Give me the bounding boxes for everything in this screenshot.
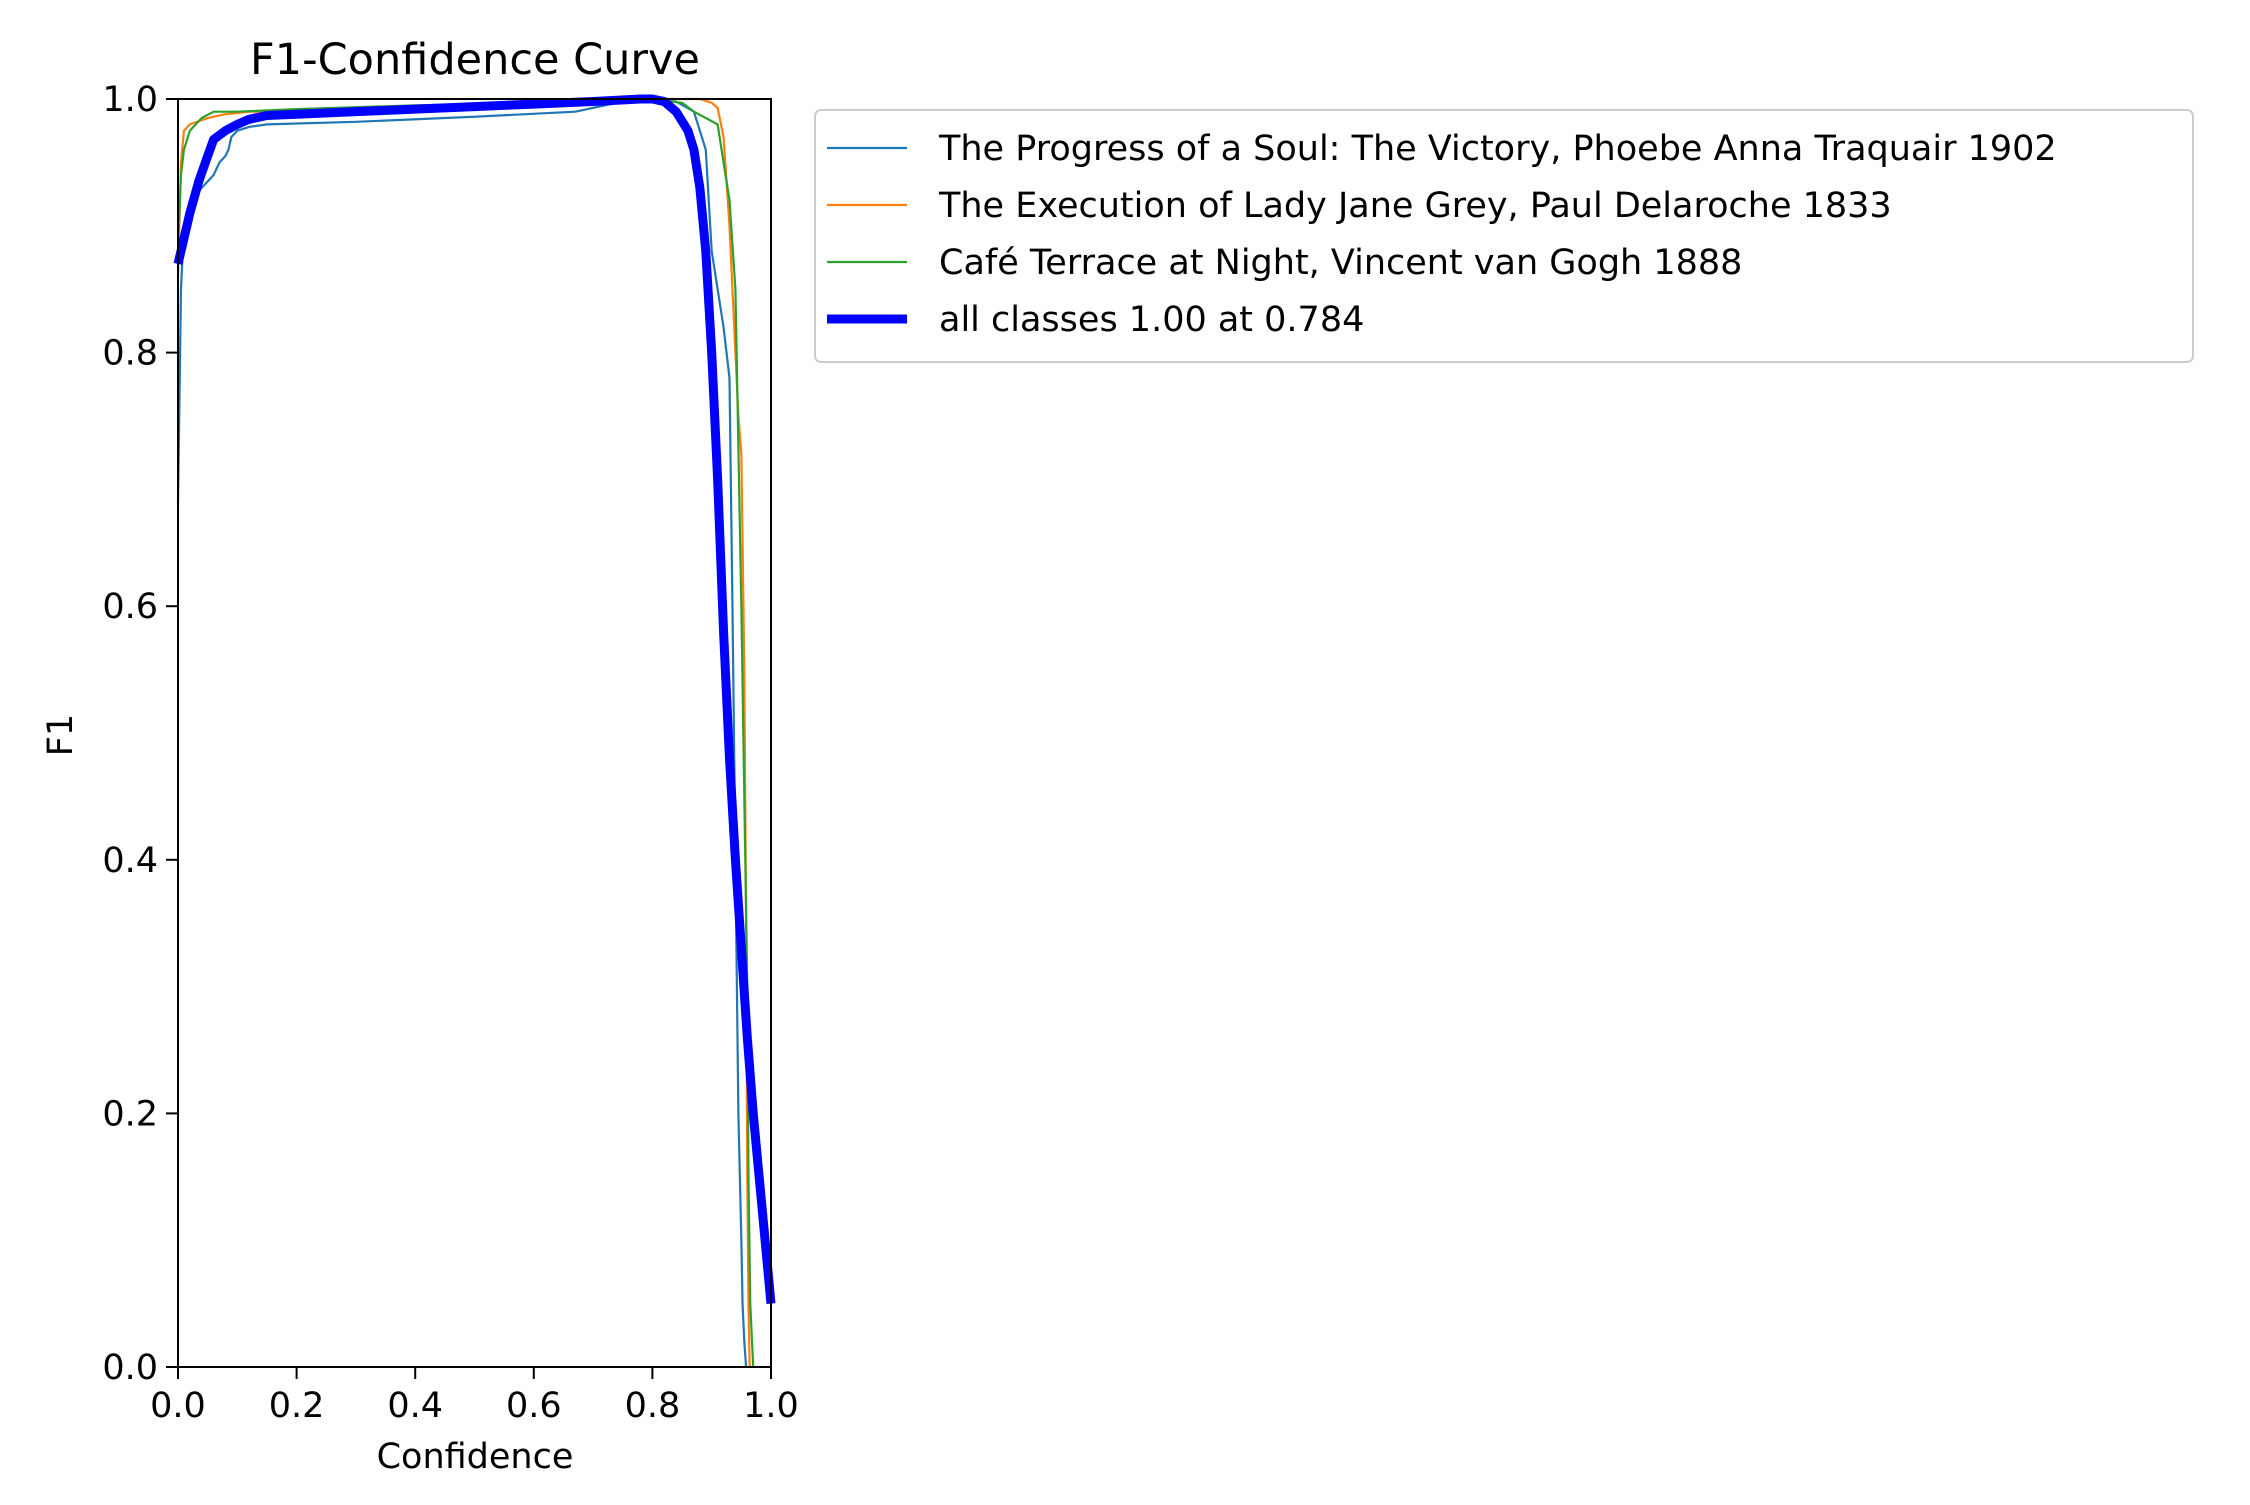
x-tick-label: 1.0 — [743, 1386, 799, 1426]
y-tick-label: 0.8 — [102, 334, 158, 374]
y-tick-label: 0.2 — [102, 1094, 158, 1134]
chart-title: F1-Confidence Curve — [250, 35, 700, 85]
plot-lines — [173, 94, 776, 1368]
x-tick-label: 0.0 — [150, 1386, 206, 1426]
legend-label-4: all classes 1.00 at 0.784 — [939, 300, 1364, 340]
legend-box — [814, 109, 2194, 363]
legend-label-2: The Execution of Lady Jane Grey, Paul De… — [938, 186, 1892, 226]
y-tick-label: 0.0 — [102, 1348, 158, 1388]
x-tick-label: 0.8 — [625, 1386, 681, 1426]
x-axis-label: Confidence — [377, 1437, 574, 1477]
series-line-3 — [176, 97, 755, 1368]
y-tick-label: 1.0 — [102, 80, 158, 120]
plot-area-frame — [177, 98, 772, 1368]
x-tick-label: 0.6 — [506, 1386, 562, 1426]
y-tick-label: 0.6 — [102, 587, 158, 627]
y-axis-label: F1 — [41, 714, 81, 756]
axis-ticks: 0.0 0.2 0.4 0.6 0.8 1.0 0.0 0.2 0.4 0.6 0.8 1.0 — [102, 80, 799, 1426]
legend-label-1: The Progress of a Soul: The Victory, Pho… — [938, 129, 2057, 169]
series-line-1 — [176, 97, 748, 1368]
x-tick-label: 0.4 — [387, 1386, 443, 1426]
x-tick-label: 0.2 — [269, 1386, 325, 1426]
legend-label-3: Café Terrace at Night, Vincent van Gogh … — [939, 243, 1742, 283]
legend: The Progress of a Soul: The Victory, Pho… — [814, 109, 2194, 363]
series-line-4 — [173, 94, 776, 1305]
series-line-2 — [176, 97, 751, 1368]
y-tick-label: 0.4 — [102, 841, 158, 881]
